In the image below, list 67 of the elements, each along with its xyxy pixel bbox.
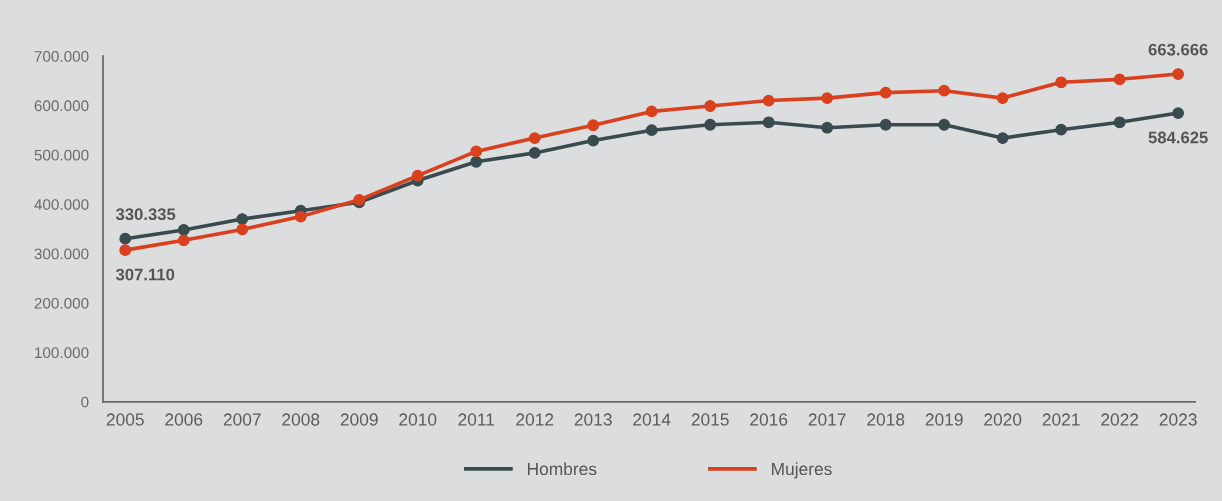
point — [704, 118, 717, 131]
point — [645, 124, 658, 137]
x-tick-label: 2019 — [925, 413, 963, 426]
x-tick-label: 2014 — [633, 413, 671, 426]
point — [587, 119, 600, 132]
point — [119, 244, 132, 257]
point — [1172, 107, 1185, 119]
x-tick-label: 2010 — [399, 413, 437, 426]
point — [177, 234, 190, 247]
x-tick-label: 2021 — [1042, 413, 1080, 426]
point — [938, 84, 951, 97]
x-tick-label: 2009 — [340, 413, 378, 426]
x-tick-label: 2020 — [984, 413, 1022, 426]
point — [704, 100, 717, 112]
x-tick-label: 2011 — [458, 413, 495, 426]
x-tick-label: 2005 — [106, 413, 144, 426]
point — [645, 105, 658, 118]
point — [879, 118, 892, 131]
data-label: 307.110 — [115, 268, 175, 281]
x-tick-label: 2012 — [516, 413, 554, 426]
data-label: 663.666 — [1148, 43, 1208, 56]
point — [177, 224, 190, 236]
y-tick-label: 200.000 — [34, 297, 89, 309]
legend-label: Hombres — [527, 462, 597, 476]
x-tick-label: 2023 — [1159, 413, 1197, 426]
point — [528, 147, 541, 159]
point — [1113, 73, 1126, 86]
point — [294, 210, 307, 223]
x-tick-label: 2018 — [867, 413, 905, 426]
x-tick-label: 2022 — [1101, 413, 1139, 426]
point — [119, 232, 132, 245]
point — [470, 145, 483, 158]
point — [1172, 68, 1185, 80]
data-label: 584.625 — [1148, 131, 1208, 144]
y-tick-label: 500.000 — [34, 149, 89, 161]
legend-label: Mujeres — [772, 462, 832, 479]
x-tick-label: 2008 — [282, 413, 320, 426]
x-tick-label: 2015 — [691, 413, 729, 426]
y-tick-label: 600.000 — [34, 100, 89, 112]
x-tick-label: 2017 — [808, 413, 846, 426]
x-tick-label: 2006 — [165, 413, 203, 426]
point — [587, 134, 600, 147]
y-tick-label: 0 — [81, 396, 89, 408]
data-label: 330.335 — [115, 208, 176, 221]
x-tick-label: 2013 — [574, 413, 612, 426]
point — [762, 94, 775, 107]
y-tick-label: 700.000 — [34, 50, 89, 62]
point — [528, 132, 541, 144]
y-tick-label: 300.000 — [34, 248, 89, 260]
point — [821, 92, 834, 104]
x-tick-label: 2016 — [750, 413, 788, 426]
point — [1113, 116, 1126, 129]
point — [821, 121, 834, 134]
point — [762, 116, 775, 129]
point — [996, 92, 1009, 104]
point — [879, 86, 892, 99]
point — [236, 223, 249, 236]
y-tick-label: 400.000 — [34, 199, 89, 210]
point — [1055, 123, 1068, 136]
y-tick-label: 100.000 — [35, 347, 89, 359]
point — [236, 213, 249, 225]
point — [470, 155, 483, 168]
point — [996, 132, 1009, 144]
point — [938, 118, 951, 131]
point — [1055, 76, 1068, 89]
x-tick-label: 2007 — [223, 413, 261, 426]
point — [411, 169, 424, 182]
